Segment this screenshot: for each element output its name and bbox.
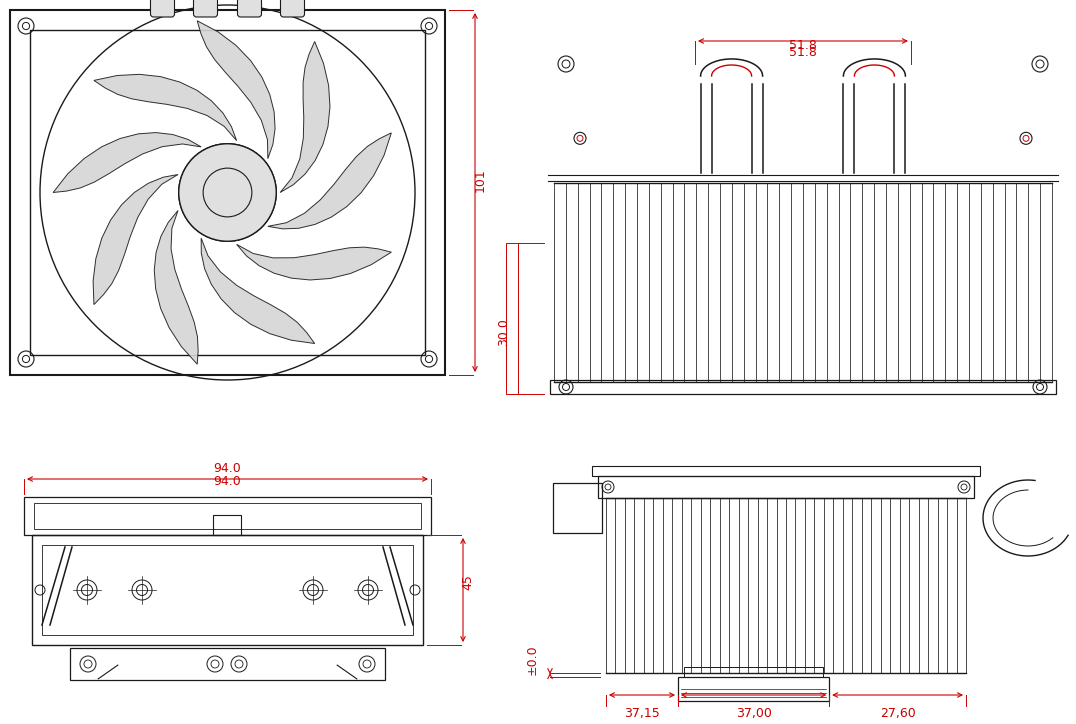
Bar xyxy=(70,648,385,680)
Bar xyxy=(32,535,423,645)
Polygon shape xyxy=(197,21,275,159)
Bar xyxy=(684,667,823,677)
Bar xyxy=(24,497,431,535)
Polygon shape xyxy=(154,211,198,364)
Text: 94.0: 94.0 xyxy=(214,462,241,475)
Bar xyxy=(598,476,974,498)
Text: 51.8: 51.8 xyxy=(789,46,817,59)
Polygon shape xyxy=(268,133,392,229)
Polygon shape xyxy=(280,41,330,193)
Polygon shape xyxy=(53,132,201,193)
Text: 94.0: 94.0 xyxy=(214,475,241,488)
Bar xyxy=(30,30,425,355)
Bar xyxy=(506,243,518,394)
FancyBboxPatch shape xyxy=(281,0,305,17)
Bar xyxy=(213,515,241,535)
FancyBboxPatch shape xyxy=(194,0,217,17)
Polygon shape xyxy=(201,238,314,343)
Text: 37,15: 37,15 xyxy=(624,707,660,720)
Circle shape xyxy=(179,144,277,241)
Text: 27,60: 27,60 xyxy=(880,707,916,720)
Text: 101: 101 xyxy=(473,169,486,193)
FancyBboxPatch shape xyxy=(151,0,174,17)
Bar xyxy=(10,10,445,375)
Bar xyxy=(550,380,1056,394)
Bar xyxy=(678,677,830,701)
Bar xyxy=(34,503,421,529)
Bar xyxy=(553,483,601,533)
Text: 37,00: 37,00 xyxy=(736,707,771,720)
Polygon shape xyxy=(94,75,237,140)
Circle shape xyxy=(179,144,277,241)
Text: 45: 45 xyxy=(462,574,475,590)
Polygon shape xyxy=(94,174,178,305)
Bar xyxy=(592,466,980,476)
Polygon shape xyxy=(237,245,392,280)
Text: ±0.0: ±0.0 xyxy=(525,644,538,675)
FancyBboxPatch shape xyxy=(238,0,261,17)
Bar xyxy=(42,545,413,635)
Text: 51.8: 51.8 xyxy=(789,39,817,52)
Text: 30.0: 30.0 xyxy=(497,319,510,346)
